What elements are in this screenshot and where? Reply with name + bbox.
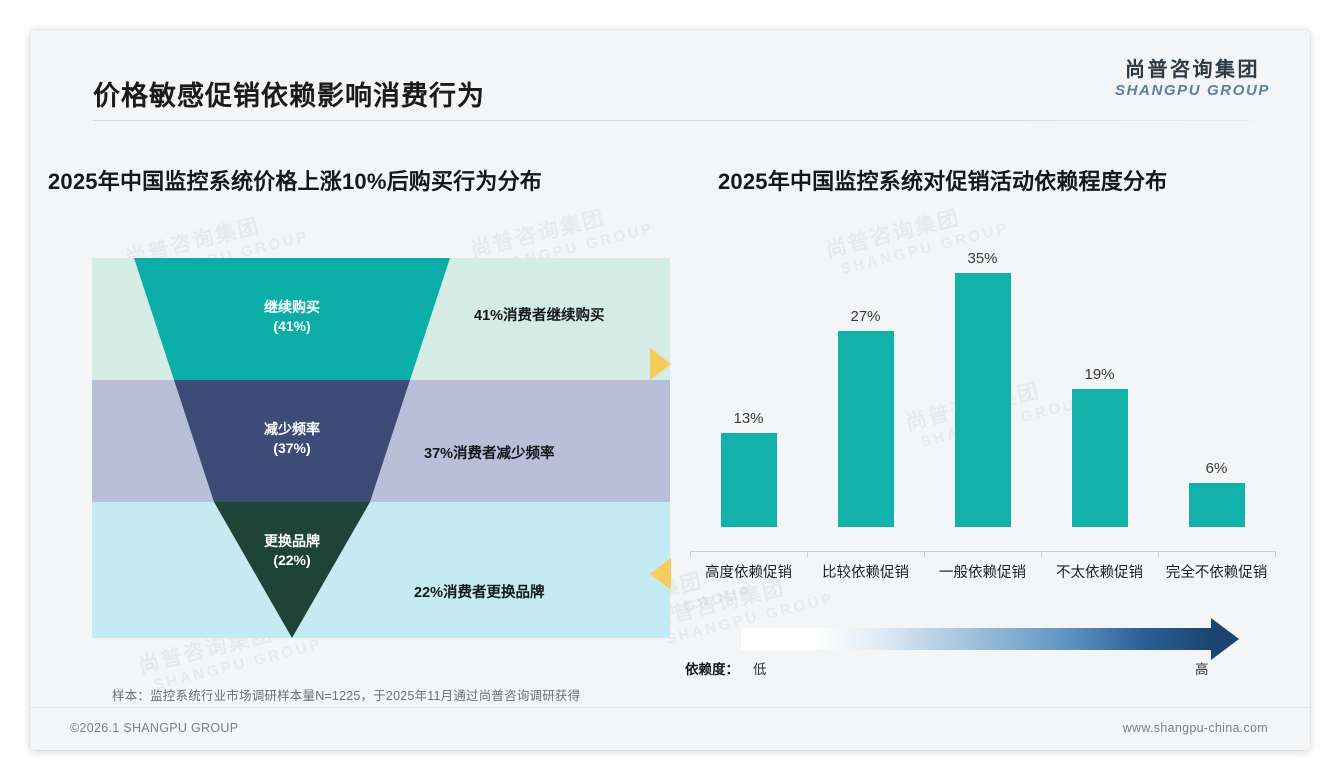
bar-value-label: 27%: [850, 308, 881, 325]
bar-column[interactable]: 19%: [1071, 366, 1128, 527]
left-chart-title: 2025年中国监控系统价格上涨10%后购买行为分布: [48, 169, 542, 194]
bar-category-label: 完全不依赖促销: [1165, 565, 1268, 581]
bar-category-label: 比较依赖促销: [822, 565, 909, 581]
axis-tick: [1275, 551, 1276, 557]
company-logo: 尚普咨询集团 SHANGPU GROUP: [1115, 58, 1270, 100]
bar-rect[interactable]: [720, 433, 777, 527]
legend-low-label: 低: [753, 662, 767, 677]
funnel-annotation-1: 37%消费者减少频率: [424, 446, 555, 462]
bar-value-label: 19%: [1084, 366, 1115, 383]
legend-high-label: 高: [1195, 662, 1209, 677]
funnel-segment-0[interactable]: [134, 258, 450, 380]
axis-tick: [1158, 551, 1159, 557]
axis-tick: [924, 551, 925, 557]
funnel-segment-2[interactable]: [214, 502, 370, 638]
dependency-gradient-legend: 依赖度： 低 高: [685, 618, 1285, 680]
page-title: 价格敏感促销依赖影响消费行为: [93, 81, 485, 111]
axis-tick: [807, 551, 808, 557]
bar-rect[interactable]: [1188, 483, 1245, 527]
bar-rect[interactable]: [954, 273, 1011, 527]
logo-chinese-text: 尚普咨询集团: [1125, 59, 1260, 81]
bar-chart: 13% 高度依赖促销 27% 比较依赖促销 35% 一般依赖促销 19% 不太依赖促销 6% 完全…: [685, 240, 1285, 585]
axis-tick: [1041, 551, 1042, 557]
slide-header: 价格敏感促销依赖影响消费行为 尚普咨询集团 SHANGPU GROUP: [30, 30, 1310, 122]
bar-column[interactable]: 13%: [720, 410, 777, 527]
marker-left-triangle-icon: [650, 558, 671, 590]
bar-category-label: 一般依赖促销: [939, 565, 1026, 581]
funnel-chart: 继续购买 (41%) 减少频率 (37%) 更换品牌 (22%) 41%消费者继…: [92, 258, 671, 638]
axis-tick: [690, 551, 691, 557]
funnel-annotation-2: 22%消费者更换品牌: [414, 585, 545, 601]
bar-rect[interactable]: [837, 331, 894, 527]
bar-category-label: 高度依赖促销: [705, 565, 792, 581]
funnel-annotation-0: 41%消费者继续购买: [474, 308, 605, 324]
copyright-text: ©2026.1 SHANGPU GROUP: [70, 721, 239, 735]
logo-english-text: SHANGPU GROUP: [1115, 82, 1270, 99]
legend-title: 依赖度：: [685, 662, 739, 677]
slide-canvas: 尚普咨询集团 SHANGPU GROUP 尚普咨询集团 SHANGPU GROUP …: [30, 30, 1310, 750]
slide-footer: ©2026.1 SHANGPU GROUP www.shangpu-china.…: [30, 707, 1310, 750]
funnel-strip-2: [92, 502, 670, 638]
funnel-segment-1[interactable]: [174, 380, 410, 502]
website-link[interactable]: www.shangpu-china.com: [1122, 721, 1268, 735]
marker-right-triangle-icon: [650, 348, 671, 380]
bar-category-label: 不太依赖促销: [1056, 565, 1143, 581]
funnel-svg: [92, 258, 670, 638]
bar-value-label: 6%: [1205, 460, 1228, 477]
bar-column[interactable]: 27%: [837, 308, 894, 527]
gradient-bar: [741, 628, 1211, 650]
bar-column[interactable]: 35%: [954, 250, 1011, 527]
x-axis-line: [690, 551, 1275, 552]
bar-rect[interactable]: [1071, 389, 1128, 527]
right-chart-title: 2025年中国监控系统对促销活动依赖程度分布: [718, 169, 1168, 194]
bar-column[interactable]: 6%: [1188, 460, 1245, 527]
bar-value-label: 35%: [967, 250, 998, 267]
header-divider: [93, 120, 1253, 121]
gradient-arrow-icon: [1211, 618, 1239, 660]
bar-value-label: 13%: [733, 410, 764, 427]
